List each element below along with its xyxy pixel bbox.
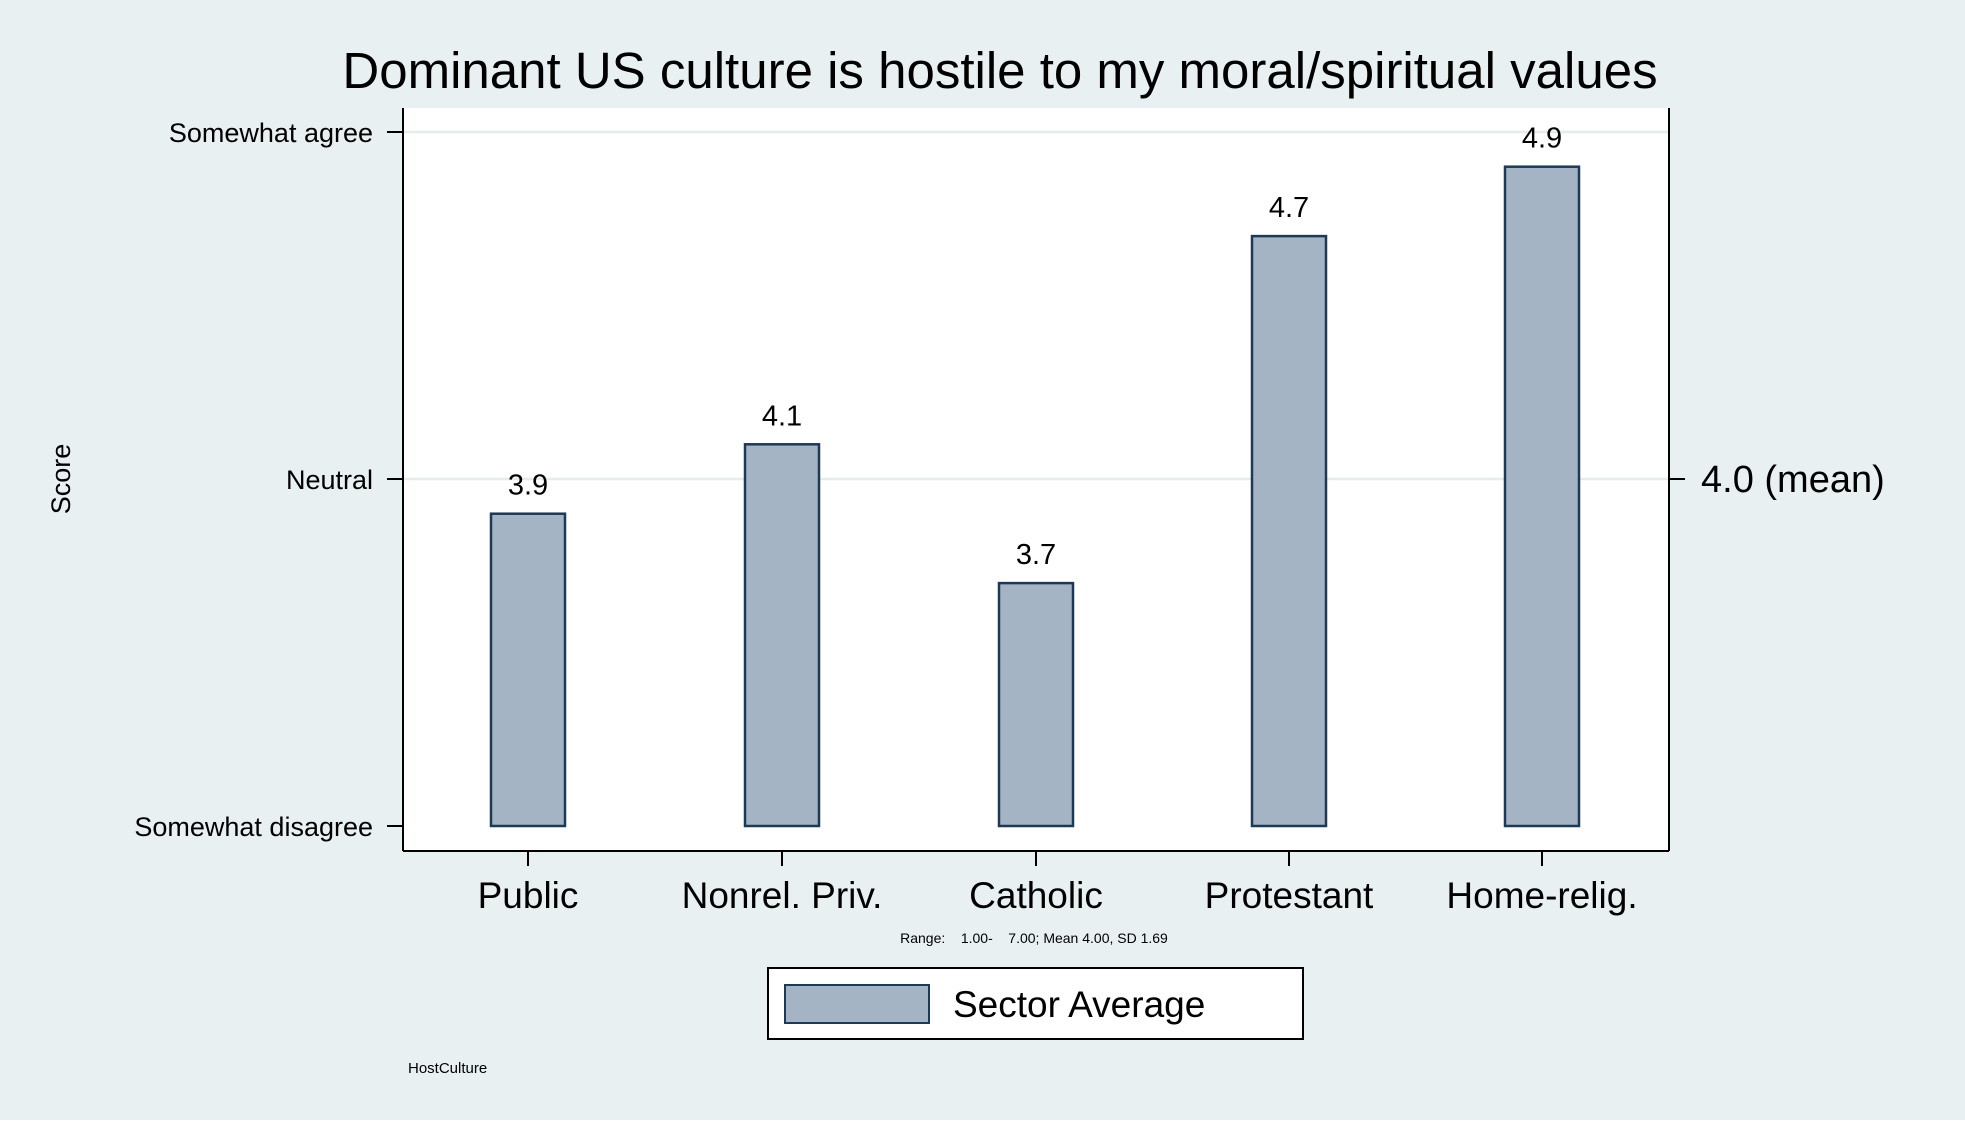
bar (1250, 234, 1328, 828)
data-label: 3.7 (1016, 539, 1056, 571)
bars (489, 165, 1581, 828)
x-tick-label: Home-relig. (1446, 875, 1637, 916)
x-tick-label: Public (478, 875, 579, 916)
mean-reference-label: 4.0 (mean) (1701, 459, 1885, 501)
y-tick-label: Somewhat disagree (134, 812, 373, 842)
data-label: 4.9 (1522, 123, 1562, 155)
y-axis-label: Score (46, 444, 76, 515)
y-tick-label: Somewhat agree (169, 118, 373, 148)
bar (489, 512, 567, 828)
axes: Somewhat agree Neutral Somewhat disagree Pu… (134, 108, 1685, 916)
bar (743, 443, 821, 828)
gridlines (403, 130, 1669, 481)
legend-label: Sector Average (953, 984, 1205, 1025)
data-label: 4.7 (1269, 192, 1309, 224)
data-labels: 3.9 4.1 3.7 4.7 4.9 (508, 123, 1562, 571)
legend: Sector Average (767, 967, 1304, 1040)
x-tick-label: Catholic (969, 875, 1103, 916)
range-note: Range: 1.00- 7.00; Mean 4.00, SD 1.69 (900, 930, 1168, 946)
caption: HostCulture (408, 1060, 487, 1077)
bar (997, 581, 1075, 828)
chart-title: Dominant US culture is hostile to my mor… (342, 42, 1657, 99)
bar (1503, 165, 1581, 828)
x-tick-label: Nonrel. Priv. (682, 875, 883, 916)
y-tick-label: Neutral (286, 465, 373, 495)
data-label: 4.1 (762, 400, 802, 432)
x-tick-label: Protestant (1205, 875, 1374, 916)
data-label: 3.9 (508, 470, 548, 502)
legend-swatch (784, 984, 930, 1024)
